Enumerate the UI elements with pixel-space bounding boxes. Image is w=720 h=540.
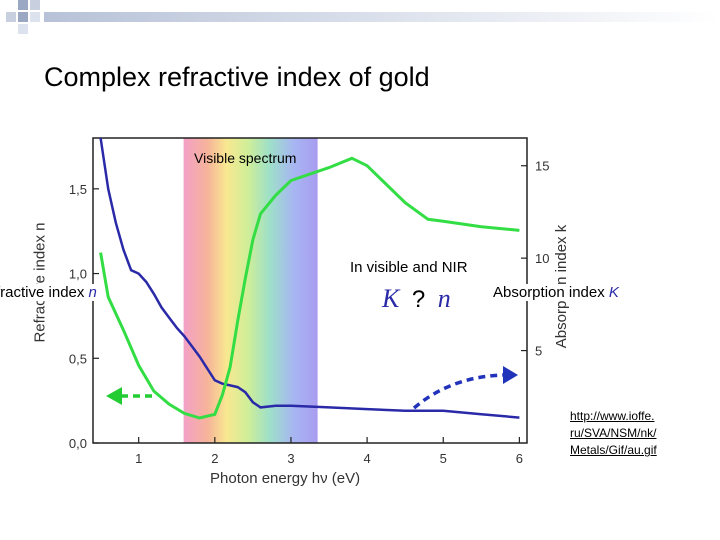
- x-tick-label: 5: [440, 451, 447, 466]
- relation-k-symbol: K: [382, 284, 400, 313]
- arrow-left-icon: [106, 387, 152, 405]
- absorption-index-curve: [99, 156, 520, 420]
- x-tick-label: 2: [211, 451, 218, 466]
- source-link-line-2[interactable]: ru/SVA/NSM/nk/: [570, 426, 657, 440]
- y-right-tick-label: 15: [535, 159, 549, 174]
- right-label-symbol: K: [608, 284, 619, 301]
- refractive-index-curve: [99, 137, 520, 419]
- relation-question: ?: [411, 286, 426, 313]
- x-tick-label: 6: [516, 451, 523, 466]
- x-tick-label: 3: [287, 451, 294, 466]
- right-label-text: Absorption index: [493, 284, 605, 301]
- y-left-tick-label: 1,5: [69, 182, 87, 197]
- source-link-line-3[interactable]: Metals/Gif/au.gif: [570, 443, 657, 457]
- y-left-tick-label: 0,5: [69, 351, 87, 366]
- x-axis-label: Photon energy hν (eV): [210, 470, 361, 487]
- region-label: In visible and NIR: [350, 259, 468, 276]
- left-label-symbol: n: [88, 284, 97, 301]
- arrow-right-icon: [412, 366, 518, 410]
- y-right-tick-label: 10: [535, 251, 549, 266]
- relation-n-symbol: n: [437, 284, 451, 313]
- source-link-line-1[interactable]: http://www.ioffe.: [570, 409, 655, 423]
- left-label: fractive index n: [0, 284, 101, 301]
- y-left-tick-label: 0,0: [69, 436, 87, 451]
- right-label: Absorption index K: [491, 284, 621, 301]
- slide-title: Complex refractive index of gold: [44, 62, 430, 92]
- y-left-axis-label: Refractive index n: [31, 222, 49, 343]
- visible-spectrum-band: [183, 138, 318, 443]
- y-right-tick-label: 5: [535, 344, 542, 359]
- source-link[interactable]: http://www.ioffe. ru/SVA/NSM/nk/ Metals/…: [570, 408, 657, 459]
- x-tick-label: 1: [135, 451, 142, 466]
- relation-formula: K ? n: [374, 284, 459, 314]
- visible-spectrum-label: Visible spectrum: [194, 150, 297, 166]
- left-label-text: fractive index: [0, 284, 85, 301]
- x-tick-label: 4: [363, 451, 370, 466]
- y-left-tick-label: 1,0: [69, 267, 87, 282]
- corner-squares-icon: [0, 0, 720, 36]
